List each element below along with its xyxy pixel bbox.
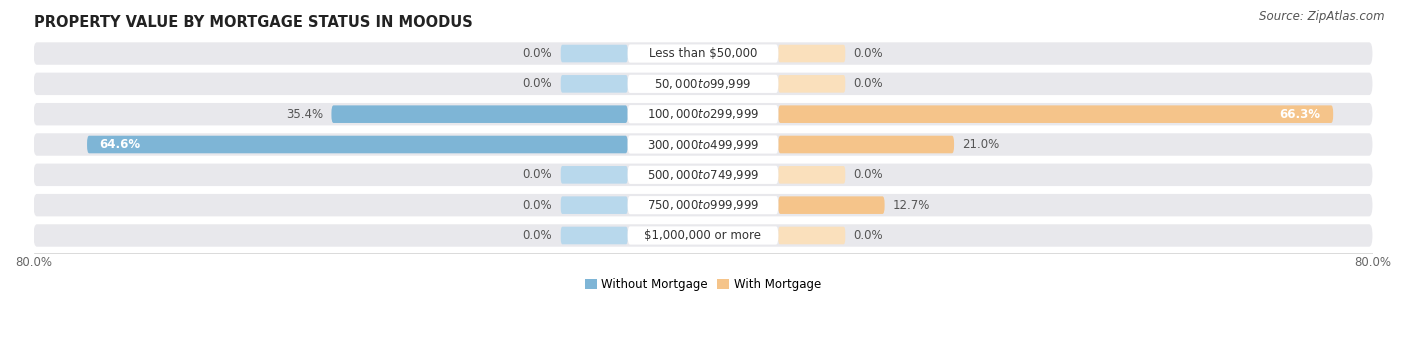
FancyBboxPatch shape [34, 133, 1372, 156]
FancyBboxPatch shape [561, 166, 627, 183]
Legend: Without Mortgage, With Mortgage: Without Mortgage, With Mortgage [581, 273, 825, 296]
FancyBboxPatch shape [332, 105, 627, 123]
Text: 0.0%: 0.0% [523, 47, 553, 60]
Text: $750,000 to $999,999: $750,000 to $999,999 [647, 198, 759, 212]
FancyBboxPatch shape [561, 75, 627, 93]
FancyBboxPatch shape [779, 227, 845, 244]
Text: $300,000 to $499,999: $300,000 to $499,999 [647, 137, 759, 151]
FancyBboxPatch shape [779, 75, 845, 93]
Text: 66.3%: 66.3% [1279, 108, 1320, 121]
Text: 0.0%: 0.0% [853, 168, 883, 181]
FancyBboxPatch shape [627, 105, 779, 123]
Text: 0.0%: 0.0% [523, 199, 553, 212]
FancyBboxPatch shape [34, 164, 1372, 186]
FancyBboxPatch shape [627, 75, 779, 93]
FancyBboxPatch shape [34, 224, 1372, 247]
Text: 64.6%: 64.6% [100, 138, 141, 151]
Text: 0.0%: 0.0% [853, 47, 883, 60]
FancyBboxPatch shape [561, 196, 627, 214]
FancyBboxPatch shape [34, 103, 1372, 125]
Text: 0.0%: 0.0% [853, 229, 883, 242]
FancyBboxPatch shape [779, 45, 845, 62]
FancyBboxPatch shape [627, 44, 779, 63]
FancyBboxPatch shape [627, 196, 779, 214]
FancyBboxPatch shape [561, 227, 627, 244]
Text: Source: ZipAtlas.com: Source: ZipAtlas.com [1260, 10, 1385, 23]
Text: 0.0%: 0.0% [523, 168, 553, 181]
Text: $100,000 to $299,999: $100,000 to $299,999 [647, 107, 759, 121]
Text: 12.7%: 12.7% [893, 199, 931, 212]
FancyBboxPatch shape [627, 135, 779, 153]
FancyBboxPatch shape [627, 226, 779, 244]
Text: 0.0%: 0.0% [523, 77, 553, 90]
FancyBboxPatch shape [34, 194, 1372, 217]
Text: Less than $50,000: Less than $50,000 [648, 47, 758, 60]
FancyBboxPatch shape [779, 105, 1333, 123]
Text: 0.0%: 0.0% [853, 77, 883, 90]
FancyBboxPatch shape [779, 166, 845, 183]
Text: PROPERTY VALUE BY MORTGAGE STATUS IN MOODUS: PROPERTY VALUE BY MORTGAGE STATUS IN MOO… [34, 15, 472, 30]
Text: $50,000 to $99,999: $50,000 to $99,999 [654, 77, 752, 91]
FancyBboxPatch shape [627, 166, 779, 184]
Text: 35.4%: 35.4% [285, 108, 323, 121]
Text: 21.0%: 21.0% [963, 138, 1000, 151]
FancyBboxPatch shape [779, 196, 884, 214]
Text: $1,000,000 or more: $1,000,000 or more [644, 229, 762, 242]
Text: 0.0%: 0.0% [523, 229, 553, 242]
FancyBboxPatch shape [561, 45, 627, 62]
FancyBboxPatch shape [779, 136, 955, 153]
FancyBboxPatch shape [34, 42, 1372, 65]
FancyBboxPatch shape [87, 136, 627, 153]
FancyBboxPatch shape [34, 73, 1372, 95]
Text: $500,000 to $749,999: $500,000 to $749,999 [647, 168, 759, 182]
